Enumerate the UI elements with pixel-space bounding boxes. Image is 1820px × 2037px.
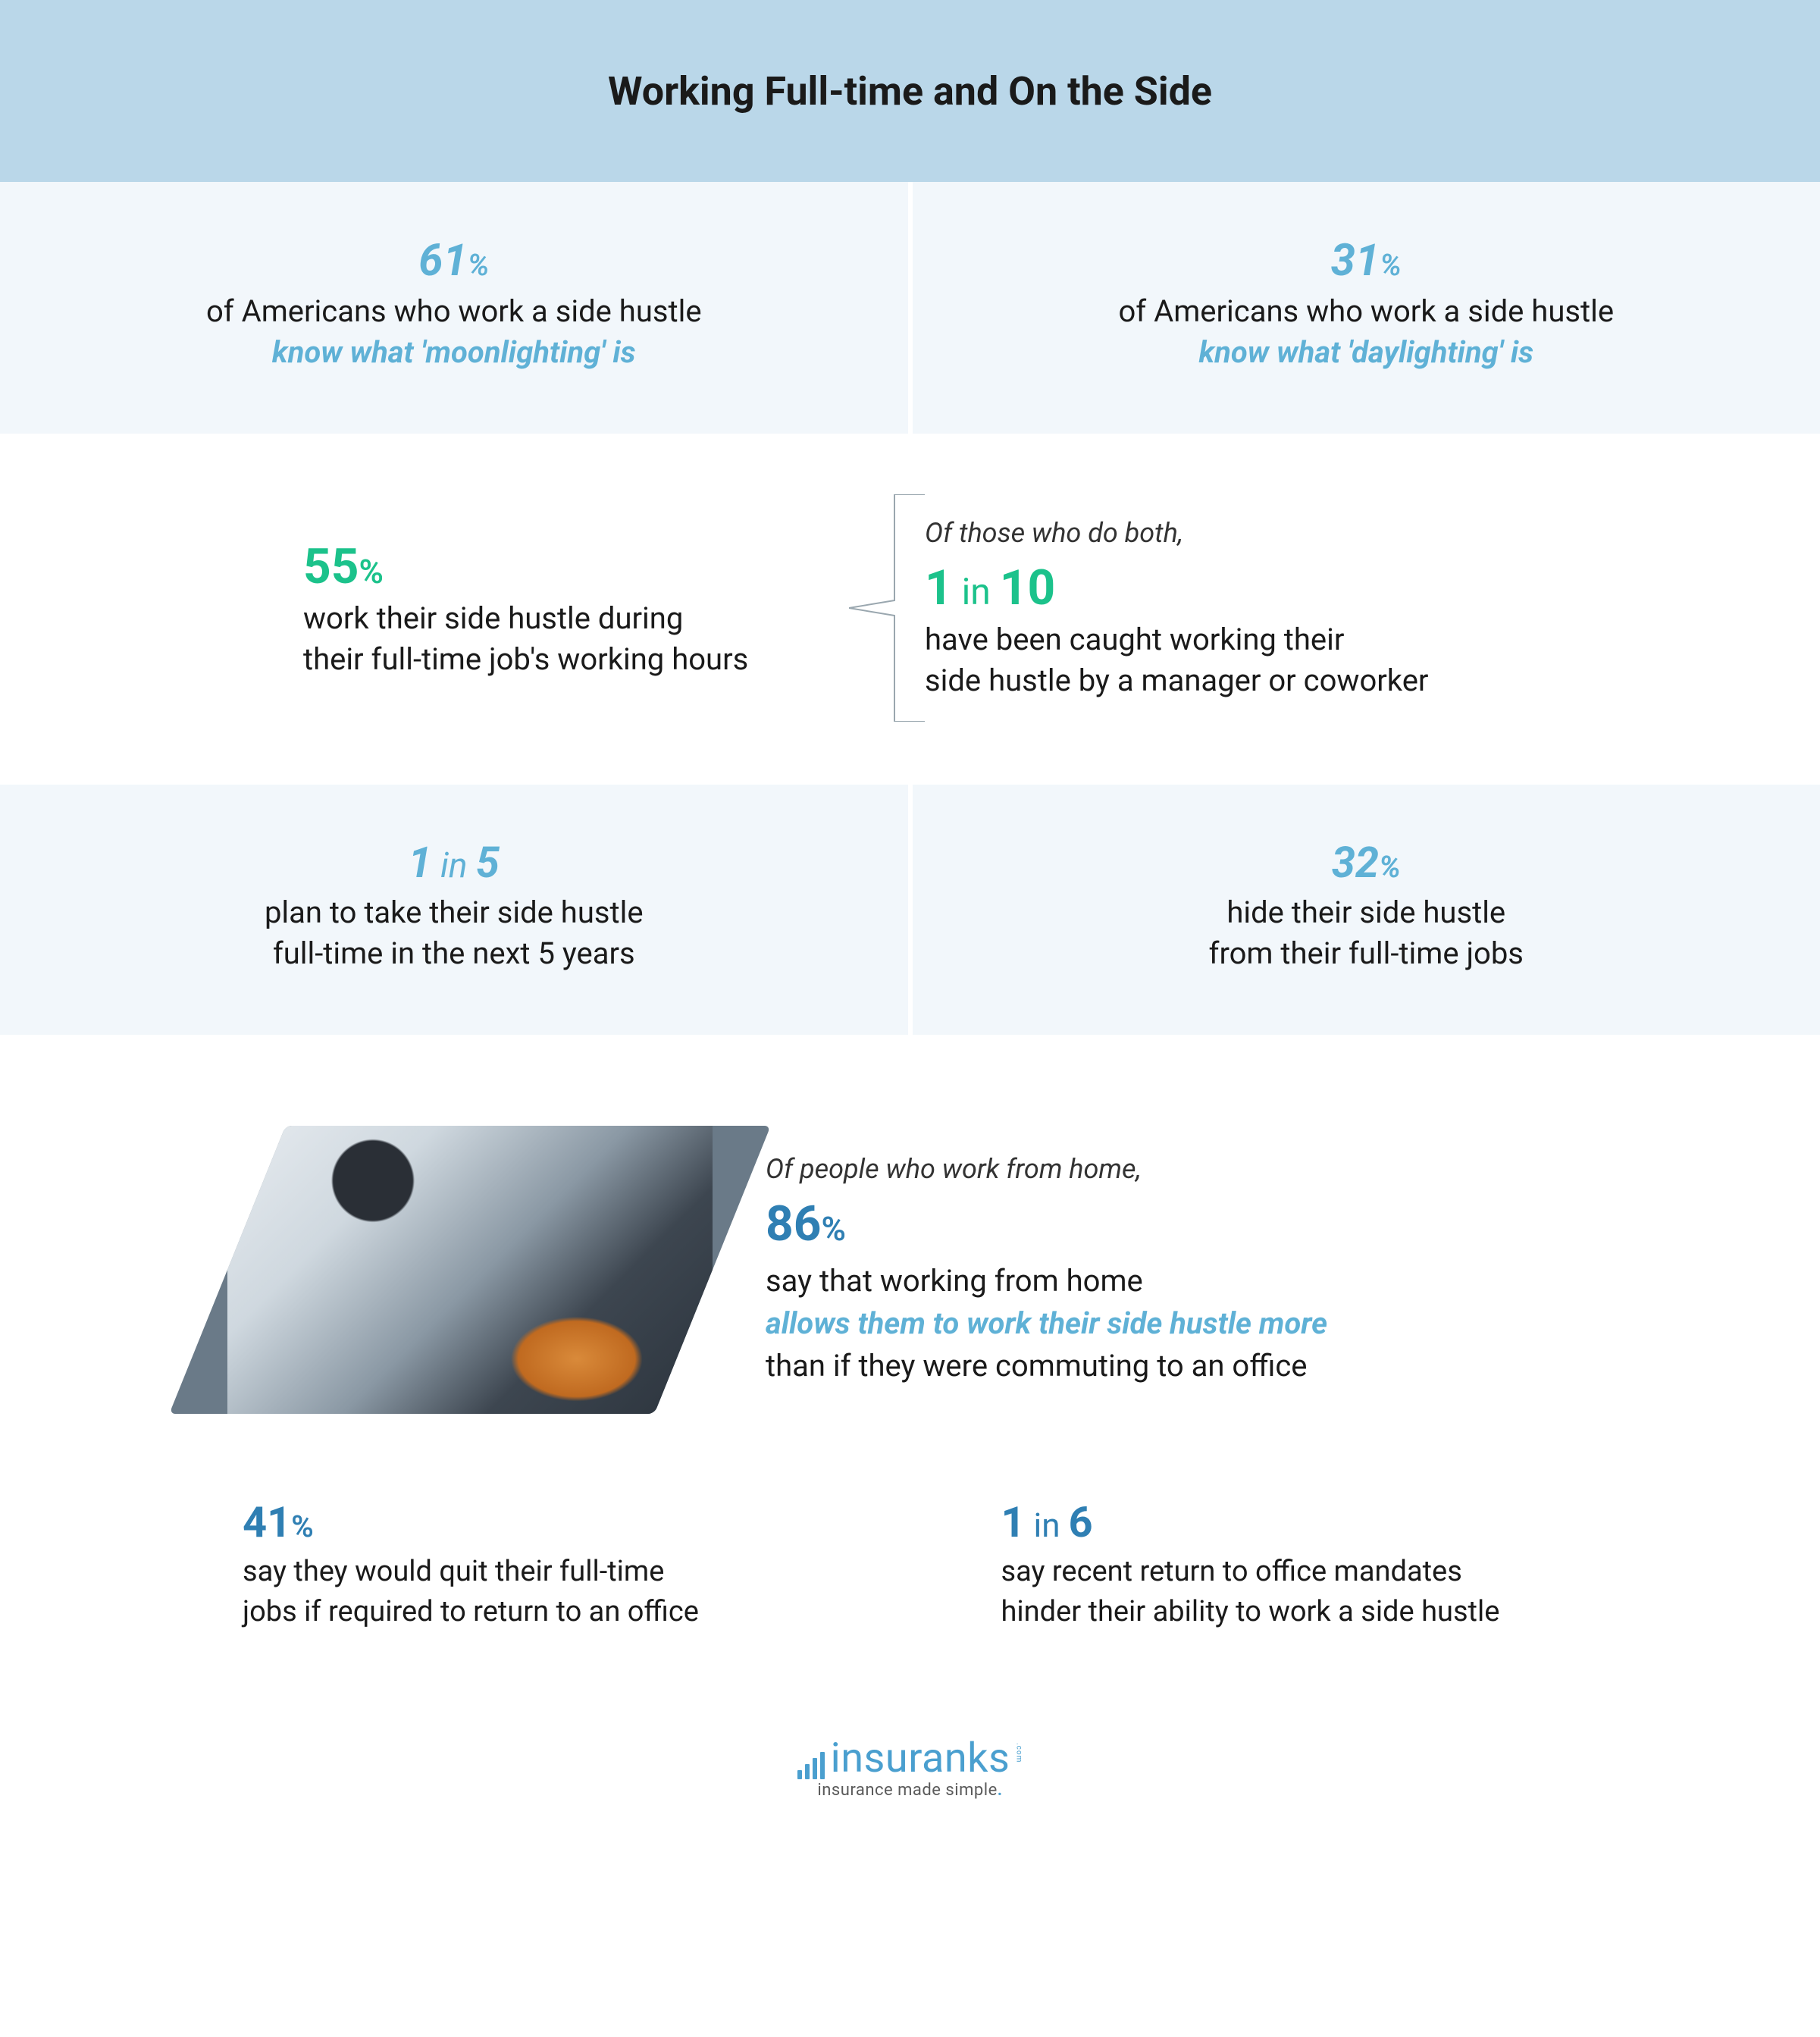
body-line: their full-time job's working hours [303, 641, 748, 677]
body-line: than if they were commuting to an office [766, 1348, 1308, 1384]
stat-in: in [953, 570, 1000, 613]
body-line: hinder their ability to work a side hust… [1001, 1595, 1500, 1628]
stat-card-daylighting: 31% of Americans who work a side hustle … [913, 182, 1820, 434]
logo-bars-icon [797, 1752, 825, 1779]
intro-text: Of those who do both, [925, 517, 1668, 549]
stat-value: 55% [303, 538, 834, 595]
stat-card-hide-hustle: 32% hide their side hustle from their fu… [913, 785, 1820, 1035]
percent-sign: % [291, 1509, 314, 1544]
wfh-text-block: Of people who work from home, 86% say th… [766, 1153, 1623, 1387]
body-line: plan to take their side hustle [265, 895, 644, 930]
stat-block-rto-hinder: 1 in 6 say recent return to office manda… [1001, 1497, 1669, 1632]
body-emphasis: know what 'moonlighting' is [272, 334, 636, 370]
tagline-dot: . [998, 1781, 1003, 1800]
brand-logo: insuranks .com insurance made simple. [797, 1738, 1023, 1800]
section-4-bottom: 41% say they would quit their full-time … [0, 1414, 1820, 1678]
wfh-photo-parallelogram [169, 1126, 771, 1414]
body-line: have been caught working their [925, 622, 1344, 657]
logo-tagline: insurance made simple. [817, 1781, 1002, 1800]
stat-in: in [432, 845, 476, 886]
percent-sign: % [359, 552, 383, 591]
logo-text: insuranks [831, 1738, 1010, 1779]
body-line: side hustle by a manager or coworker [925, 663, 1428, 698]
body-line: of Americans who work a side hustle [206, 293, 702, 329]
percent-sign: % [1379, 849, 1401, 885]
stat-number: 55 [303, 538, 359, 595]
percent-sign: % [821, 1209, 845, 1249]
section-2: 55% work their side hustle during their … [0, 434, 1820, 785]
body-emphasis: allows them to work their side hustle mo… [766, 1305, 1327, 1341]
body-line: of Americans who work a side hustle [1118, 293, 1614, 329]
stat-b: 5 [476, 838, 500, 888]
stat-b: 6 [1068, 1497, 1092, 1547]
intro-text: Of people who work from home, [766, 1153, 1623, 1185]
stat-block-quit: 41% say they would quit their full-time … [243, 1497, 910, 1632]
stat-value: 1 in 10 [925, 559, 1668, 616]
stat-body: plan to take their side hustle full-time… [30, 892, 878, 974]
percent-sign: % [468, 247, 490, 283]
logo-area: insuranks .com insurance made simple. [0, 1708, 1820, 1860]
stat-value: 1 in 5 [30, 838, 878, 888]
section-3: 1 in 5 plan to take their side hustle fu… [0, 785, 1820, 1035]
stat-number: 32 [1332, 838, 1379, 888]
stat-value: 41% [243, 1497, 910, 1547]
logo-suffix: .com [1014, 1743, 1023, 1763]
stat-body: of Americans who work a side hustle know… [943, 291, 1790, 373]
infographic: Working Full-time and On the Side 61% of… [0, 0, 1820, 1860]
body-line: hide their side hustle [1226, 895, 1505, 930]
stat-number: 41 [243, 1497, 291, 1547]
stat-value: 32% [943, 838, 1790, 888]
percent-sign: % [1380, 247, 1402, 283]
section-4: Of people who work from home, 86% say th… [0, 1035, 1820, 1708]
stat-a: 1 [1001, 1497, 1026, 1547]
stat-value: 61% [30, 235, 878, 287]
stat-number: 61 [418, 235, 468, 287]
body-line: jobs if required to return to an office [243, 1595, 699, 1628]
wfh-row: Of people who work from home, 86% say th… [0, 1126, 1820, 1414]
stat-body: work their side hustle during their full… [303, 598, 834, 680]
stat-block-side-during-hours: 55% work their side hustle during their … [0, 538, 834, 680]
stat-in: in [1026, 1506, 1069, 1545]
stat-body: hide their side hustle from their full-t… [943, 892, 1790, 974]
stat-value: 1 in 6 [1001, 1497, 1669, 1547]
stat-b: 10 [1000, 559, 1055, 616]
stat-a: 1 [925, 559, 953, 616]
body-line: say they would quit their full-time [243, 1555, 664, 1588]
stat-body: have been caught working their side hust… [925, 619, 1668, 701]
tagline-text: insurance made simple [817, 1781, 997, 1800]
stat-value: 86% [766, 1196, 1623, 1252]
stat-a: 1 [409, 838, 432, 888]
page-title: Working Full-time and On the Side [608, 68, 1212, 114]
wfh-photo-placeholder [227, 1126, 713, 1414]
body-line: say recent return to office mandates [1001, 1555, 1462, 1588]
stat-body: say recent return to office mandates hin… [1001, 1552, 1669, 1632]
stat-card-moonlighting: 61% of Americans who work a side hustle … [0, 182, 908, 434]
body-line: from their full-time jobs [1209, 935, 1524, 971]
stat-value: 31% [943, 235, 1790, 287]
stat-card-fulltime-plan: 1 in 5 plan to take their side hustle fu… [0, 785, 908, 1035]
body-line: work their side hustle during [303, 600, 683, 636]
body-line: say that working from home [766, 1263, 1143, 1299]
section-1: 61% of Americans who work a side hustle … [0, 182, 1820, 434]
body-line: full-time in the next 5 years [273, 935, 635, 971]
stat-body: of Americans who work a side hustle know… [30, 291, 878, 373]
header-band: Working Full-time and On the Side [0, 0, 1820, 182]
stat-body: say that working from home allows them t… [766, 1260, 1623, 1387]
stat-body: say they would quit their full-time jobs… [243, 1552, 910, 1632]
stat-block-caught: Of those who do both, 1 in 10 have been … [834, 517, 1820, 701]
stat-number: 31 [1331, 235, 1380, 287]
body-emphasis: know what 'daylighting' is [1198, 334, 1533, 370]
stat-number: 86 [766, 1196, 821, 1252]
